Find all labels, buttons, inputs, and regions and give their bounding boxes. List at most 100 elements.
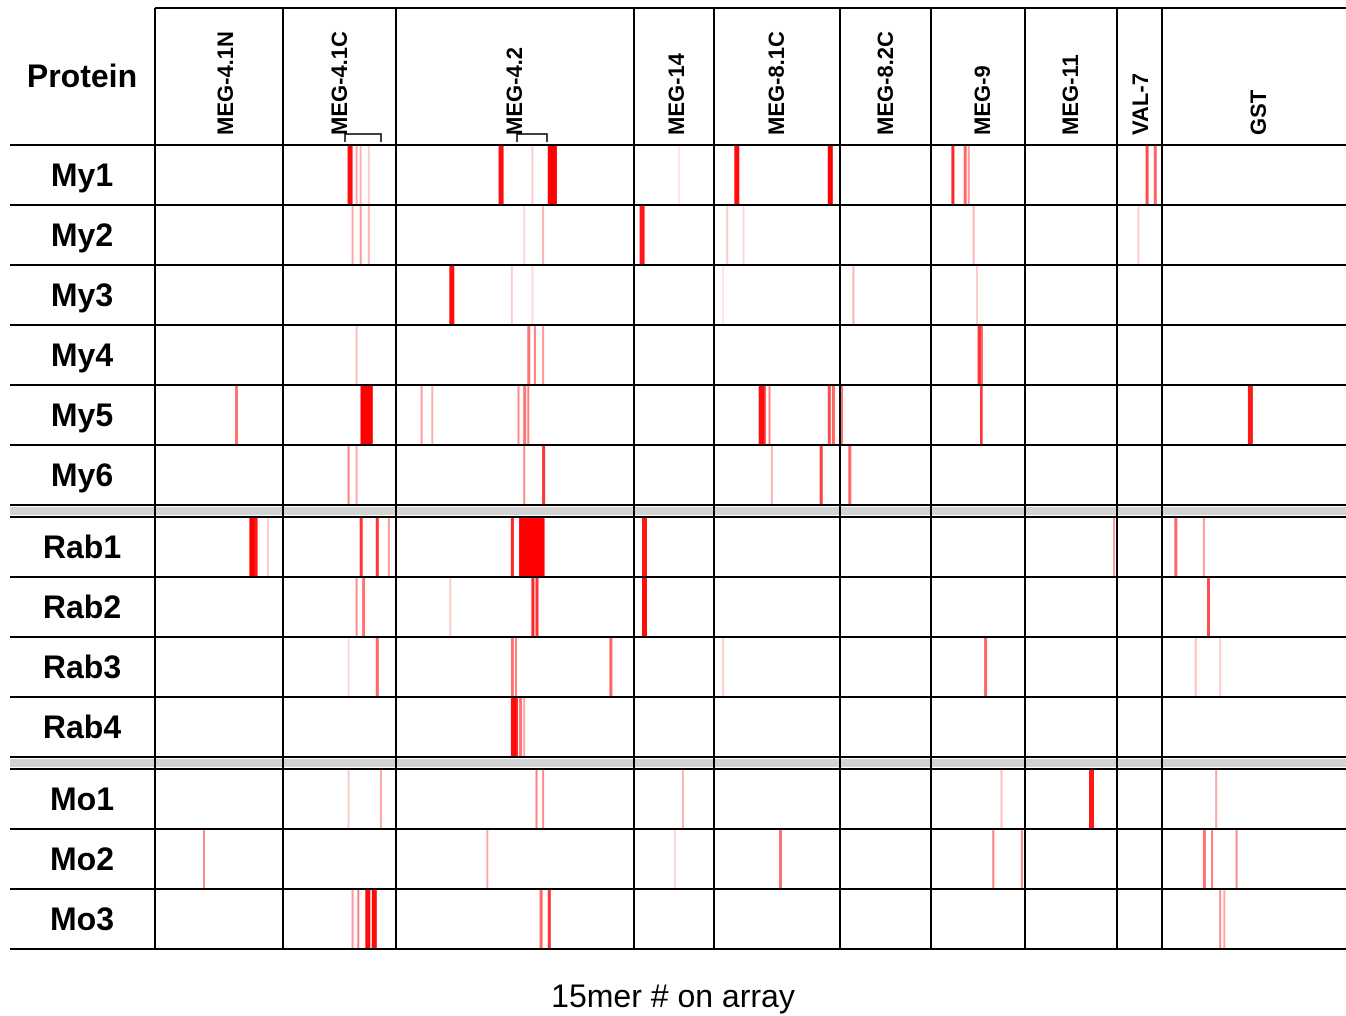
signal-bar <box>486 830 489 888</box>
signal-bar <box>249 518 255 576</box>
signal-bar <box>515 638 517 696</box>
signal-bar <box>510 638 514 696</box>
signal-bar <box>235 386 238 444</box>
signal-bar <box>848 446 852 504</box>
column-label: MEG-8.2C <box>873 31 898 135</box>
column-label: MEG-4.2 <box>502 46 527 135</box>
signal-bar <box>1020 830 1023 888</box>
signal-bar <box>387 518 390 576</box>
signal-bar <box>963 146 967 204</box>
column-label: MEG-9 <box>970 65 995 135</box>
signal-bar <box>1223 890 1226 948</box>
signal-bar <box>420 386 423 444</box>
signal-bar <box>1153 146 1157 204</box>
signal-bar <box>831 386 835 444</box>
row-label: My3 <box>50 277 114 313</box>
signal-bar <box>535 578 539 636</box>
signal-bar <box>722 266 725 324</box>
signal-bar <box>498 146 504 204</box>
signal-bar <box>1194 638 1197 696</box>
signal-bar <box>523 446 526 504</box>
signal-bar <box>535 518 541 576</box>
signal-bar <box>984 638 988 696</box>
signal-bar <box>768 386 771 444</box>
row-label: Mo3 <box>50 901 114 937</box>
signal-bar <box>547 146 553 204</box>
signal-bar <box>527 518 533 576</box>
signal-bar <box>722 638 725 696</box>
signal-bar <box>977 326 981 384</box>
signal-bar <box>431 386 434 444</box>
signal-bar <box>535 770 538 828</box>
group-separator <box>10 759 1346 767</box>
row-label: My2 <box>50 217 114 253</box>
column-label: MEG-4.1N <box>213 31 238 135</box>
signal-bar <box>365 890 371 948</box>
signal-bar <box>819 446 823 504</box>
row-label: Mo2 <box>50 841 114 877</box>
signal-bar <box>351 206 354 264</box>
column-label: MEG-14 <box>664 53 689 135</box>
signal-bar <box>375 518 379 576</box>
signal-bar <box>510 698 516 756</box>
signal-bar <box>542 326 545 384</box>
signal-bar <box>355 326 358 384</box>
signal-bar <box>517 386 520 444</box>
signal-bar <box>967 146 970 204</box>
signal-bar <box>779 830 782 888</box>
signal-bar <box>1219 890 1222 948</box>
signal-bar <box>267 518 269 576</box>
signal-bar <box>359 206 362 264</box>
signal-bar <box>542 206 545 264</box>
signal-bar <box>533 326 536 384</box>
signal-bar <box>674 830 676 888</box>
signal-bar <box>1174 518 1178 576</box>
signal-bar <box>1089 770 1094 828</box>
signal-bar <box>510 266 513 324</box>
signal-bar <box>742 206 745 264</box>
signal-bar <box>519 698 523 756</box>
signal-bar <box>980 326 983 384</box>
signal-bar <box>762 386 766 444</box>
signal-bar <box>449 578 452 636</box>
signal-bar <box>827 146 833 204</box>
signal-bar <box>527 326 531 384</box>
signal-bar <box>1235 830 1238 888</box>
signal-bar <box>852 266 855 324</box>
heatmap-grid <box>10 7 1346 950</box>
signal-bar <box>1207 578 1210 636</box>
protein-header: Protein <box>26 58 138 94</box>
row-label: My4 <box>50 337 114 373</box>
signal-bar <box>678 146 680 204</box>
signal-bar <box>1219 638 1222 696</box>
signal-bar <box>951 146 955 204</box>
signal-bar <box>758 386 764 444</box>
signal-bar <box>371 890 377 948</box>
signal-bar <box>531 518 537 576</box>
row-label: Rab3 <box>42 649 122 685</box>
signal-bar <box>347 770 350 828</box>
signal-bar <box>1113 518 1115 576</box>
row-label: My6 <box>50 457 114 493</box>
signal-bar <box>642 518 647 576</box>
signal-bar <box>355 146 358 204</box>
signal-bar <box>351 890 354 948</box>
signal-bar <box>523 206 526 264</box>
signal-bar <box>367 386 373 444</box>
signal-bar <box>972 206 975 264</box>
signal-bar <box>523 386 527 444</box>
signal-bar <box>449 266 455 324</box>
signal-bar <box>1211 830 1214 888</box>
signal-bar <box>770 446 773 504</box>
signal-bar <box>359 146 362 204</box>
signal-bar <box>1247 386 1253 444</box>
signal-bar <box>367 146 370 204</box>
signal-bar <box>547 890 551 948</box>
signal-bar <box>367 206 370 264</box>
signal-bar <box>347 638 350 696</box>
signal-bar <box>523 698 526 756</box>
signal-bar <box>539 890 543 948</box>
signal-bar <box>531 146 534 204</box>
signal-bar <box>682 770 684 828</box>
